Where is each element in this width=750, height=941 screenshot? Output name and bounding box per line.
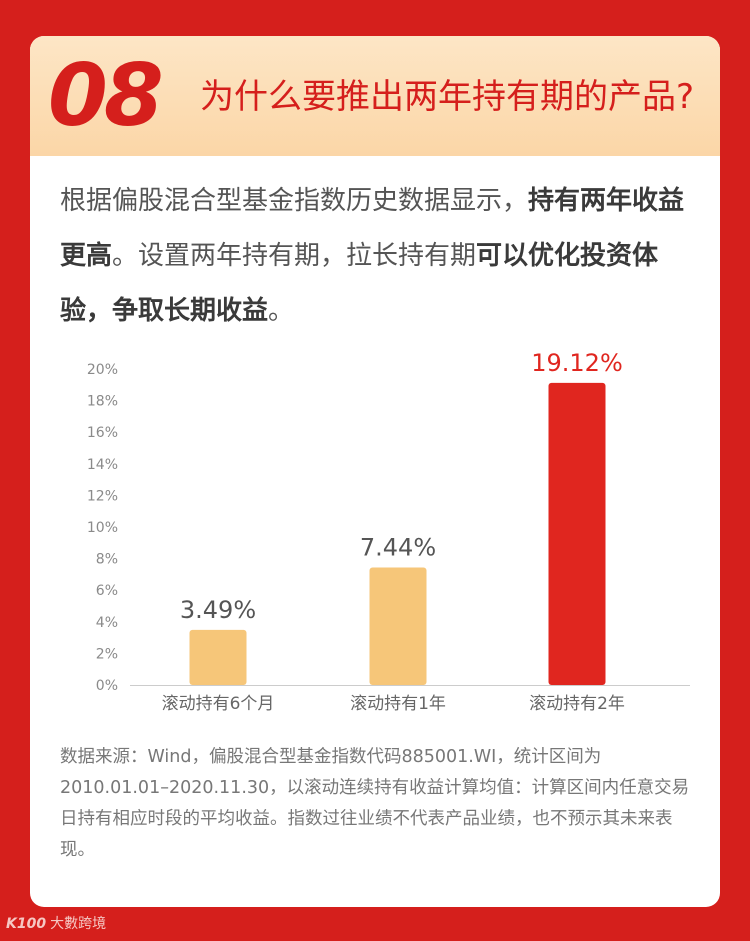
brand-name: 大數跨境 <box>50 916 107 932</box>
x-tick-label: 滚动持有2年 <box>529 694 625 714</box>
page-title: 为什么要推出两年持有期的产品? <box>200 77 695 117</box>
y-tick-label: 20% <box>87 362 118 378</box>
y-tick-label: 8% <box>96 552 118 568</box>
y-tick-label: 14% <box>87 457 118 473</box>
y-tick-label: 4% <box>96 615 118 631</box>
x-tick-label: 滚动持有6个月 <box>162 694 275 714</box>
intro-highlight-1: 持有两年收益更高 <box>60 186 685 271</box>
watermark: K100 大數跨境 <box>6 913 106 933</box>
bar-value-label: 7.44% <box>360 533 436 561</box>
content-card: 08 为什么要推出两年持有期的产品? 根据偏股混合型基金指数历史数据显示，持有两… <box>30 36 720 907</box>
x-tick-label: 滚动持有1年 <box>350 694 446 714</box>
intro-text-1: 根据偏股混合型基金指数历史数据显示， <box>60 186 529 216</box>
brand-logo: K100 <box>6 916 47 932</box>
intro-highlight-2: 可以优化投资体验，争取长期收益 <box>60 241 659 326</box>
intro-text-2: 。设置两年持有期，拉长持有期 <box>112 241 477 271</box>
bar <box>189 629 247 685</box>
bar-chart: 0% 2% 4% 6% 8% 10% 12% 14% 16% 18% 20% 3.49% 滚动持有6个月… <box>87 349 690 714</box>
y-tick-label: 16% <box>87 425 118 441</box>
y-tick-label: 18% <box>87 394 118 410</box>
intro-text-3: 。 <box>268 296 295 326</box>
header-banner: 08 为什么要推出两年持有期的产品? <box>30 36 720 156</box>
bar-value-label: 19.12% <box>531 349 623 377</box>
y-tick-label: 0% <box>96 678 118 694</box>
bar-value-label: 3.49% <box>180 596 256 624</box>
y-tick-label: 12% <box>87 488 118 504</box>
source-note: 数据来源：Wind，偏股混合型基金指数代码885001.WI，统计区间为2010… <box>60 747 690 860</box>
intro-paragraph: 根据偏股混合型基金指数历史数据显示，持有两年收益更高。设置两年持有期，拉长持有期… <box>60 174 700 339</box>
y-tick-label: 2% <box>96 646 118 662</box>
y-tick-label: 10% <box>87 520 118 536</box>
bar <box>548 382 606 685</box>
y-tick-label: 6% <box>96 583 118 599</box>
section-number: 08 <box>48 46 164 146</box>
bar <box>369 567 427 685</box>
